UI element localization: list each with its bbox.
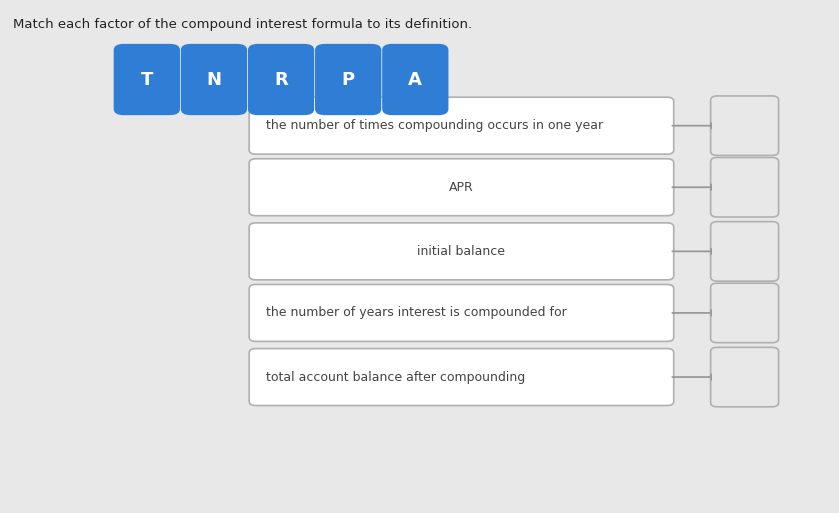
- Text: R: R: [274, 70, 288, 89]
- FancyBboxPatch shape: [711, 347, 779, 407]
- FancyBboxPatch shape: [711, 222, 779, 281]
- FancyBboxPatch shape: [180, 44, 247, 115]
- FancyBboxPatch shape: [711, 157, 779, 217]
- Text: the number of times compounding occurs in one year: the number of times compounding occurs i…: [266, 119, 603, 132]
- Text: initial balance: initial balance: [418, 245, 505, 258]
- FancyBboxPatch shape: [113, 44, 180, 115]
- FancyBboxPatch shape: [711, 96, 779, 155]
- Text: Match each factor of the compound interest formula to its definition.: Match each factor of the compound intere…: [13, 18, 472, 31]
- FancyBboxPatch shape: [248, 44, 314, 115]
- FancyBboxPatch shape: [249, 223, 674, 280]
- Text: total account balance after compounding: total account balance after compounding: [266, 370, 525, 384]
- Text: T: T: [141, 70, 153, 89]
- Text: the number of years interest is compounded for: the number of years interest is compound…: [266, 306, 566, 320]
- FancyBboxPatch shape: [249, 284, 674, 342]
- FancyBboxPatch shape: [382, 44, 448, 115]
- FancyBboxPatch shape: [711, 283, 779, 343]
- FancyBboxPatch shape: [315, 44, 381, 115]
- FancyBboxPatch shape: [249, 159, 674, 215]
- FancyBboxPatch shape: [249, 349, 674, 405]
- Text: APR: APR: [449, 181, 474, 194]
- Text: N: N: [206, 70, 221, 89]
- Text: P: P: [341, 70, 355, 89]
- FancyBboxPatch shape: [249, 97, 674, 154]
- Text: A: A: [409, 70, 422, 89]
